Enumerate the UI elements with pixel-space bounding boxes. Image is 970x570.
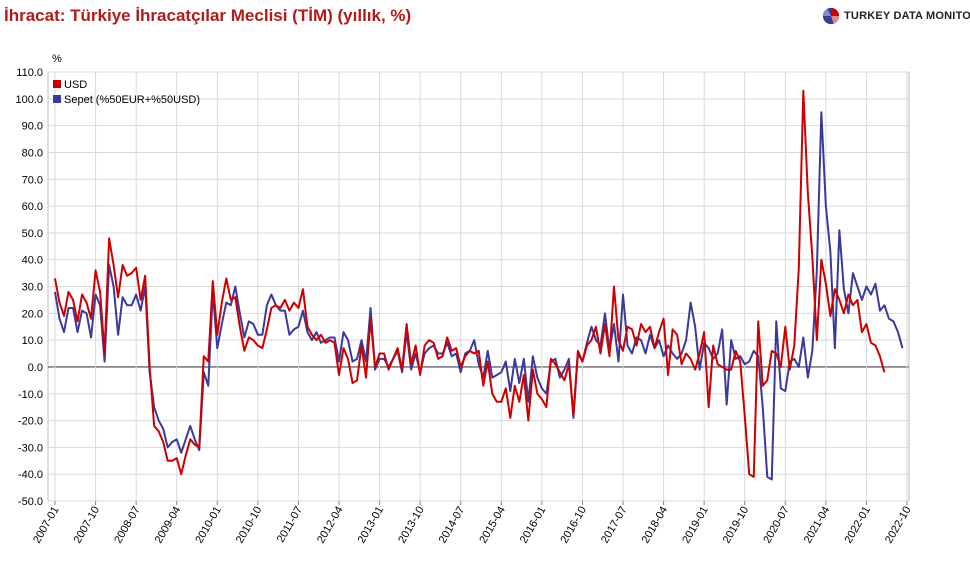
brand-logo: TURKEY DATA MONITOR bbox=[822, 7, 970, 25]
x-tick-label: 2017-07 bbox=[599, 505, 630, 546]
x-tick-label: 2022-10 bbox=[883, 505, 914, 546]
legend-swatch-sepet bbox=[53, 95, 61, 103]
x-tick-label: 2016-10 bbox=[558, 505, 589, 546]
y-tick-label: -10.0 bbox=[18, 389, 43, 401]
y-axis-label: % bbox=[52, 53, 62, 65]
y-tick-label: 60.0 bbox=[22, 201, 43, 213]
chart-title: İhracat: Türkiye İhracatçılar Meclisi (T… bbox=[4, 6, 412, 25]
y-tick-label: 10.0 bbox=[22, 335, 43, 347]
x-tick-label: 2021-04 bbox=[802, 505, 833, 546]
y-tick-label: 70.0 bbox=[22, 174, 43, 186]
x-tick-label: 2020-07 bbox=[761, 505, 792, 546]
x-tick-label: 2010-01 bbox=[193, 505, 224, 546]
y-tick-label: 100.0 bbox=[15, 94, 43, 106]
axes: -50.0 -40.0 -30.0 -20.0 -10.0 0.0 10.0 20.0 30.0… bbox=[15, 53, 913, 545]
grid bbox=[47, 71, 910, 502]
x-tick-label: 2007-10 bbox=[72, 505, 103, 546]
x-tick-label: 2012-04 bbox=[315, 505, 346, 546]
x-tick-label: 2009-04 bbox=[153, 505, 184, 546]
legend: USD Sepet (%50EUR+%50USD) bbox=[53, 79, 200, 106]
y-tick-label: 30.0 bbox=[22, 282, 43, 294]
x-tick-label: 2008-07 bbox=[112, 505, 143, 546]
y-tick-label: 90.0 bbox=[22, 121, 43, 133]
legend-label-sepet: Sepet (%50EUR+%50USD) bbox=[64, 94, 200, 106]
x-tick-label: 2007-01 bbox=[31, 505, 62, 546]
y-tick-label: -30.0 bbox=[18, 442, 43, 454]
x-tick-label: 2018-04 bbox=[640, 505, 671, 546]
y-tick-label: -50.0 bbox=[18, 496, 43, 508]
x-tick-label: 2011-07 bbox=[275, 505, 305, 545]
x-tick-label: 2015-04 bbox=[477, 505, 508, 546]
x-tick-label: 2010-10 bbox=[234, 505, 265, 546]
legend-label-usd: USD bbox=[64, 79, 87, 91]
y-tick-label: 20.0 bbox=[22, 308, 43, 320]
x-tick-label: 2013-10 bbox=[396, 505, 427, 546]
x-tick-label: 2019-01 bbox=[680, 505, 711, 546]
brand-name: TURKEY DATA MONITOR bbox=[844, 10, 970, 22]
pie-chart-icon bbox=[822, 7, 840, 25]
y-tick-label: 50.0 bbox=[22, 228, 43, 240]
series-line-usd bbox=[54, 89, 886, 478]
legend-swatch-usd bbox=[53, 80, 61, 88]
y-tick-label: 110.0 bbox=[16, 67, 43, 79]
y-tick-label: -20.0 bbox=[18, 416, 43, 428]
y-tick-label: 80.0 bbox=[22, 147, 43, 159]
x-tick-label: 2016-01 bbox=[518, 505, 549, 546]
series-line-sepet bbox=[54, 111, 904, 481]
y-tick-label: 40.0 bbox=[22, 255, 43, 267]
series-lines bbox=[54, 89, 904, 481]
x-tick-label: 2022-01 bbox=[842, 505, 873, 546]
x-tick-label: 2013-01 bbox=[356, 505, 387, 546]
y-tick-label: -40.0 bbox=[18, 469, 43, 481]
x-tick-label: 2014-07 bbox=[437, 505, 468, 546]
y-tick-label: 0.0 bbox=[28, 362, 43, 374]
x-tick-label: 2019-10 bbox=[721, 505, 752, 546]
